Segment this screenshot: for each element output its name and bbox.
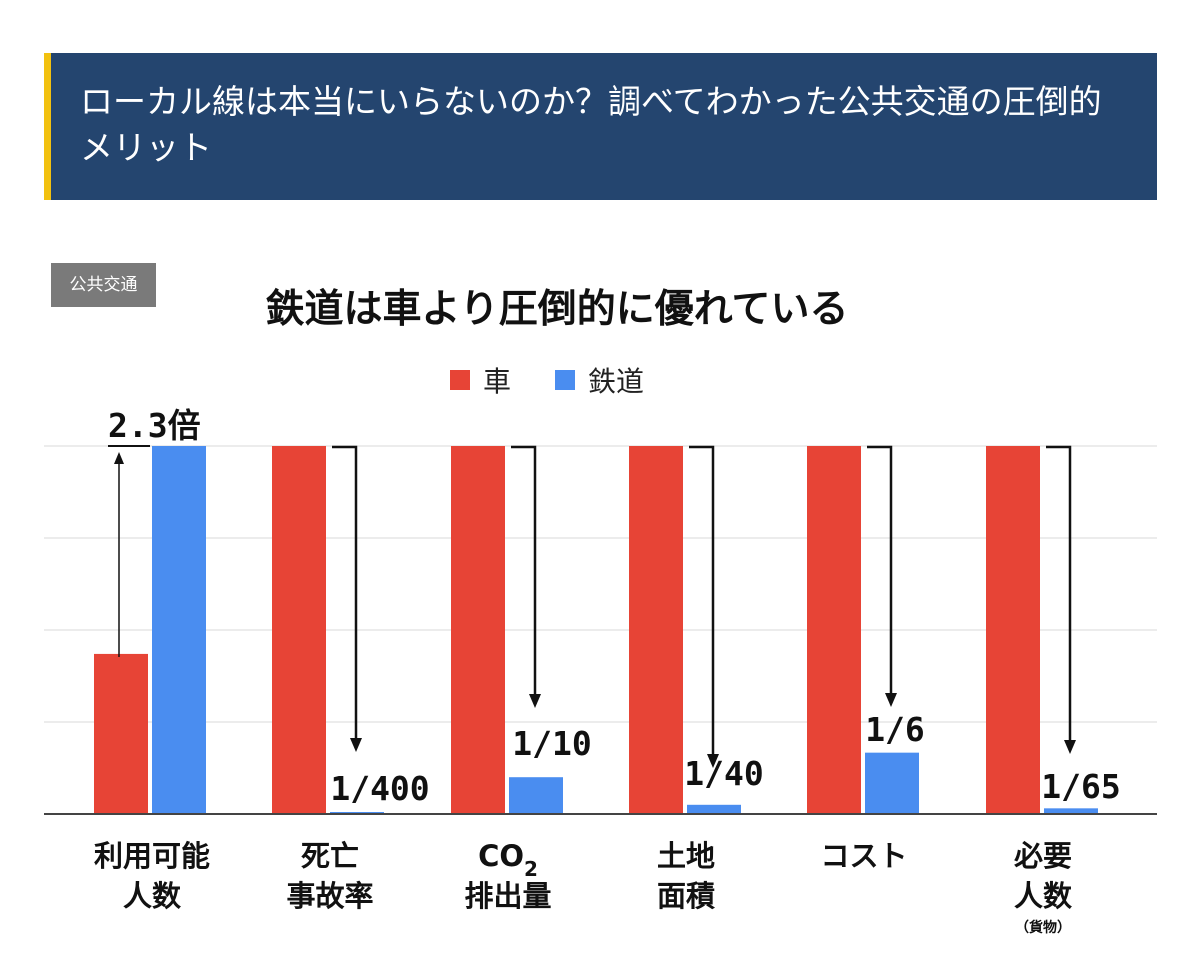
arrow-line: [689, 445, 715, 754]
bar: [94, 653, 148, 814]
chart-annotations: 2.3倍 1/400 1/10 1/40 1/6 1/65: [108, 406, 1121, 808]
bar: [1044, 808, 1098, 814]
arrow-line: [511, 445, 537, 694]
category-note: （貨物）: [1015, 919, 1071, 936]
arrow-head: [114, 452, 124, 464]
bar: [152, 446, 206, 814]
category-label: 必要: [1014, 839, 1072, 873]
bar: [986, 446, 1040, 814]
category-label: コスト: [820, 839, 907, 873]
category-label: 死亡: [301, 839, 359, 873]
arrow-line: [1046, 445, 1072, 740]
arrow-head: [1064, 740, 1076, 754]
category-label: 土地: [657, 839, 715, 873]
legend-swatch: [450, 370, 470, 390]
arrow-line: [867, 445, 893, 693]
value-annotation: 1/65: [1041, 767, 1120, 806]
arrow-head: [529, 694, 541, 708]
category-tag[interactable]: 公共交通: [51, 263, 156, 307]
category-label: CO2: [478, 839, 538, 881]
category-label: 排出量: [464, 879, 551, 913]
category-label: 人数: [1014, 879, 1073, 913]
arrow-head: [707, 754, 719, 768]
bar: [865, 752, 919, 814]
category-label: 事故率: [286, 879, 373, 913]
chart-bars: [94, 446, 1098, 814]
article-title: ローカル線は本当にいらないのか？調べてわかった公共交通の圧倒的メリット: [80, 82, 1102, 167]
value-annotation: 1/40: [684, 754, 763, 793]
bar: [272, 446, 326, 814]
chart-arrows: [108, 445, 1076, 768]
bar: [451, 446, 505, 814]
category-label: 面積: [657, 879, 715, 913]
value-annotation: 1/6: [865, 710, 925, 749]
value-annotation: 1/400: [330, 769, 429, 808]
chart-title: 鉄道は車より圧倒的に優れている: [265, 287, 848, 332]
arrow-head: [350, 738, 362, 752]
value-annotation: 1/10: [512, 724, 591, 763]
bar: [807, 446, 861, 814]
bar: [687, 804, 741, 814]
chart-legend: 車 鉄道: [450, 365, 644, 398]
arrow-head: [885, 693, 897, 707]
legend-label: 車: [483, 365, 511, 398]
bar: [509, 777, 563, 814]
legend-label: 鉄道: [588, 365, 644, 398]
chart-gridlines: [44, 445, 1157, 723]
arrow-line: [332, 445, 358, 738]
legend-swatch: [555, 370, 575, 390]
article-header: ローカル線は本当にいらないのか？調べてわかった公共交通の圧倒的メリット: [44, 53, 1157, 200]
value-annotation: 2.3倍: [108, 406, 201, 445]
bar: [629, 446, 683, 814]
category-label: 人数: [123, 879, 182, 913]
category-label: 利用可能: [94, 839, 210, 873]
